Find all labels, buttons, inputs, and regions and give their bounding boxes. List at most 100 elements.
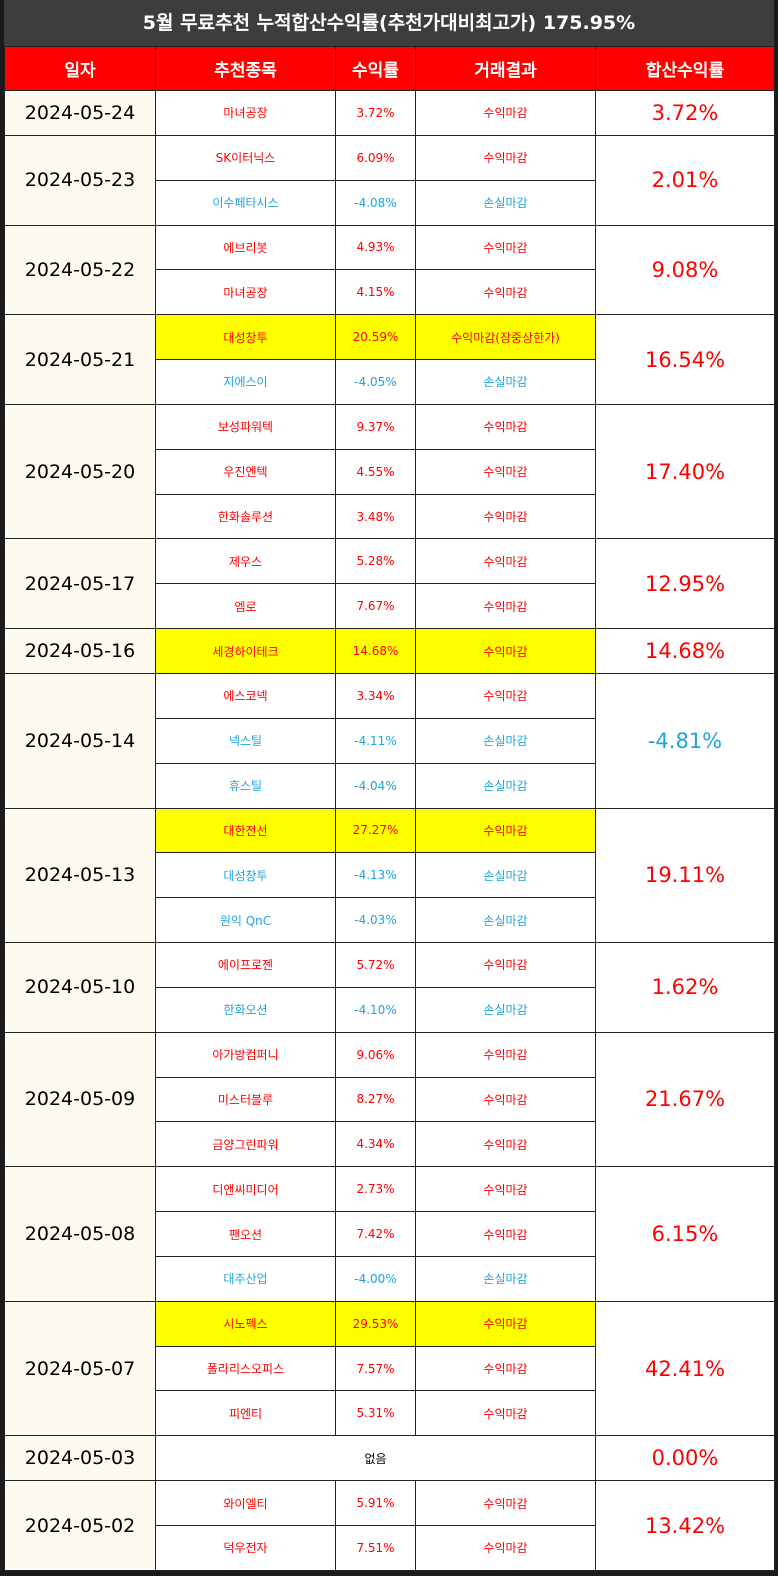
table-row: 2024-05-14 에스코넥 3.34% 수익마감 -4.81% bbox=[4, 672, 775, 809]
return-cell: -4.13% bbox=[335, 852, 416, 899]
date-cell: 2024-05-16 bbox=[4, 628, 156, 674]
return-cell: -4.11% bbox=[335, 717, 416, 764]
stock-cell: 대성창투 bbox=[155, 852, 336, 899]
result-cell: 수익마감 bbox=[415, 1525, 596, 1571]
date-cell: 2024-05-23 bbox=[4, 134, 156, 226]
result-cell: 손실마감 bbox=[415, 179, 596, 226]
table-row: 대성창투 -4.13% 손실마감 bbox=[5, 852, 775, 899]
stock-cell: 팬오션 bbox=[155, 1211, 336, 1257]
return-cell: 7.57% bbox=[335, 1345, 416, 1392]
total-cell: 3.72% bbox=[595, 90, 775, 136]
total-cell: 12.95% bbox=[595, 538, 775, 630]
date-cell: 2024-05-07 bbox=[4, 1300, 156, 1437]
result-cell: 손실마감 bbox=[415, 717, 596, 764]
stock-cell: 한화솔루션 bbox=[155, 493, 336, 540]
date-cell: 2024-05-02 bbox=[4, 1480, 156, 1571]
return-cell: 27.27% bbox=[335, 807, 416, 854]
table-row: 2024-05-02 와이엘티 5.91% 수익마감 13.42% bbox=[4, 1480, 775, 1571]
date-cell: 2024-05-22 bbox=[4, 224, 156, 316]
stock-cell: 보성파워텍 bbox=[155, 403, 336, 450]
stock-cell: 우진엔텍 bbox=[155, 448, 336, 495]
return-cell: 5.31% bbox=[335, 1390, 416, 1437]
result-cell: 수익마감 bbox=[415, 942, 596, 988]
return-cell: 4.93% bbox=[335, 224, 416, 271]
stock-cell: 덕우전자 bbox=[155, 1525, 336, 1571]
table-row: 넥스틸 -4.11% 손실마감 bbox=[5, 717, 775, 764]
title: 5월 무료추천 누적합산수익률(추천가대비최고가) 175.95% bbox=[4, 0, 774, 46]
total-cell: 42.41% bbox=[595, 1300, 775, 1437]
table-row: 휴스틸 -4.04% 손실마감 bbox=[5, 762, 775, 809]
table-row: 한화오션 -4.10% 손실마감 bbox=[5, 986, 775, 1033]
total-cell: 16.54% bbox=[595, 314, 775, 405]
result-cell: 손실마감 bbox=[415, 897, 596, 944]
result-cell: 수익마감 bbox=[415, 269, 596, 316]
table-row: 2024-05-16 세경하이테크 14.68% 수익마감 14.68% bbox=[4, 628, 775, 674]
stock-cell: 피엔티 bbox=[155, 1390, 336, 1437]
total-cell: 9.08% bbox=[595, 224, 775, 316]
result-cell: 수익마감 bbox=[415, 1300, 596, 1347]
result-cell: 수익마감 bbox=[415, 1345, 596, 1392]
table-row: 덕우전자 7.51% 수익마감 bbox=[5, 1525, 775, 1571]
result-cell: 수익마감 bbox=[415, 90, 596, 136]
date-cell: 2024-05-24 bbox=[4, 90, 156, 136]
result-cell: 수익마감 bbox=[415, 807, 596, 854]
stock-cell: 대한전선 bbox=[155, 807, 336, 854]
table-row: 2024-05-23 SK이터닉스 6.09% 수익마감 2.01% bbox=[4, 134, 775, 226]
stock-cell: 대성창투 bbox=[155, 314, 336, 361]
result-cell: 수익마감 bbox=[415, 224, 596, 271]
table-row: 원익 QnC -4.03% 손실마감 bbox=[5, 897, 775, 944]
return-cell: 9.37% bbox=[335, 403, 416, 450]
table-row: 2024-05-03 없음 0.00% bbox=[4, 1435, 775, 1482]
date-cell: 2024-05-10 bbox=[4, 942, 156, 1033]
return-cell: 7.51% bbox=[335, 1525, 416, 1571]
return-cell: 7.67% bbox=[335, 583, 416, 630]
stock-cell: 미스터블루 bbox=[155, 1076, 336, 1123]
date-cell: 2024-05-09 bbox=[4, 1031, 156, 1168]
total-cell: 17.40% bbox=[595, 403, 775, 540]
result-cell: 수익마감 bbox=[415, 1121, 596, 1168]
return-cell: 5.28% bbox=[335, 538, 416, 585]
table-row: 2024-05-22 에브리봇 4.93% 수익마감 9.08% bbox=[4, 224, 775, 316]
table-row: 2024-05-09 아가방컴퍼니 9.06% 수익마감 21.67% bbox=[4, 1031, 775, 1168]
table-row: 한화솔루션 3.48% 수익마감 bbox=[5, 493, 775, 540]
result-cell: 수익마감 bbox=[415, 1390, 596, 1437]
stock-cell: 마녀공장 bbox=[155, 90, 336, 136]
return-cell: -4.10% bbox=[335, 986, 416, 1033]
date-cell: 2024-05-17 bbox=[4, 538, 156, 630]
return-cell: -4.03% bbox=[335, 897, 416, 944]
stock-cell: 에스코넥 bbox=[155, 672, 336, 719]
result-cell: 손실마감 bbox=[415, 762, 596, 809]
return-cell: 20.59% bbox=[335, 314, 416, 361]
return-cell: 5.72% bbox=[335, 942, 416, 988]
stock-cell: SK이터닉스 bbox=[155, 134, 336, 181]
table-row: 2024-05-07 시노펙스 29.53% 수익마감 42.41% bbox=[4, 1300, 775, 1437]
result-cell: 손실마감 bbox=[415, 1255, 596, 1302]
date-cell: 2024-05-14 bbox=[4, 672, 156, 809]
table-row: 2024-05-13 대한전선 27.27% 수익마감 19.11% bbox=[4, 807, 775, 944]
total-cell: 0.00% bbox=[595, 1435, 775, 1482]
table-row: 이수페타시스 -4.08% 손실마감 bbox=[5, 179, 775, 226]
result-cell: 수익마감 bbox=[415, 403, 596, 450]
header-row: 일자 추천종목 수익률 거래결과 합산수익률 bbox=[4, 46, 775, 91]
stock-cell: 넥스틸 bbox=[155, 717, 336, 764]
table-row: 2024-05-21 대성창투 20.59% 수익마감(장중상한가) 16.54% bbox=[4, 314, 775, 405]
return-cell: 4.55% bbox=[335, 448, 416, 495]
return-cell: -4.04% bbox=[335, 762, 416, 809]
total-cell: -4.81% bbox=[595, 672, 775, 809]
result-cell: 수익마감 bbox=[415, 672, 596, 719]
container: 5월 무료추천 누적합산수익률(추천가대비최고가) 175.95% 일자 추천종목… bbox=[4, 0, 775, 1571]
result-cell: 수익마감 bbox=[415, 493, 596, 540]
header-cell: 수익률 bbox=[335, 46, 416, 91]
return-cell: 14.68% bbox=[335, 628, 416, 674]
header-cell: 일자 bbox=[4, 46, 156, 91]
header-cell: 합산수익률 bbox=[595, 46, 775, 91]
stock-cell: 엠로 bbox=[155, 583, 336, 630]
total-cell: 2.01% bbox=[595, 134, 775, 226]
stock-cell: 한화오션 bbox=[155, 986, 336, 1033]
table-row: 2024-05-08 디앤씨미디어 2.73% 수익마감 6.15% bbox=[4, 1166, 775, 1302]
stock-cell: 휴스틸 bbox=[155, 762, 336, 809]
table-row: 2024-05-10 에이프로젠 5.72% 수익마감 1.62% bbox=[4, 942, 775, 1033]
return-cell: 29.53% bbox=[335, 1300, 416, 1347]
return-cell: -4.08% bbox=[335, 179, 416, 226]
